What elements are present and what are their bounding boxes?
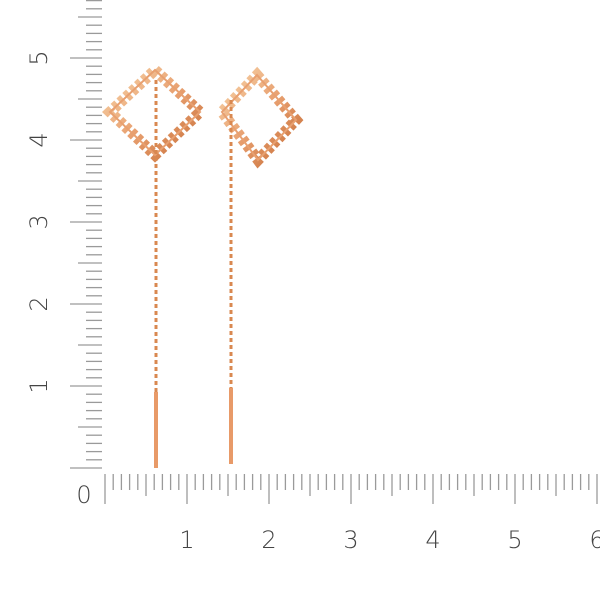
x-label-1: 1 [179, 526, 194, 554]
right-earring [214, 66, 304, 464]
x-label-0: 0 [76, 481, 91, 509]
x-label-5: 5 [507, 526, 522, 554]
x-label-3: 3 [343, 526, 358, 554]
x-label-6: 6 [589, 526, 600, 554]
y-label-4: 4 [25, 132, 53, 147]
x-label-4: 4 [425, 526, 440, 554]
left-earring [101, 62, 209, 468]
y-label-2: 2 [25, 296, 53, 311]
y-label-3: 3 [25, 214, 53, 229]
y-label-1: 1 [25, 378, 53, 393]
x-label-2: 2 [261, 526, 276, 554]
y-label-5: 5 [25, 50, 53, 65]
